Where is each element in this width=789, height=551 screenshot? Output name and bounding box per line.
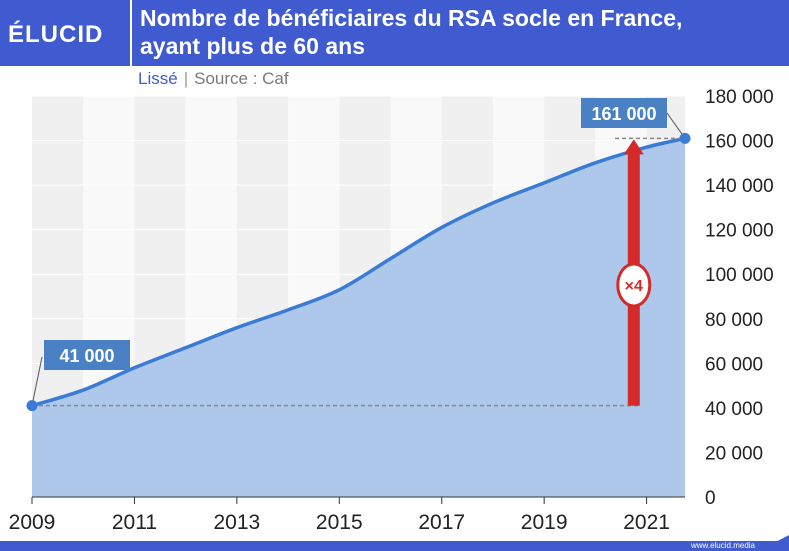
multiplier-label: ×4 — [625, 278, 643, 295]
header-bar: ÉLUCID Nombre de bénéficiaires du RSA so… — [0, 0, 789, 66]
y-tick-label: 60 000 — [705, 354, 763, 375]
y-tick-label: 80 000 — [705, 310, 763, 331]
x-tick-label: 2013 — [214, 511, 261, 534]
end-value-label-box — [581, 98, 667, 128]
chart-title-line-2: ayant plus de 60 ans — [140, 33, 365, 59]
y-tick-label: 40 000 — [705, 399, 763, 420]
area-fill — [32, 138, 685, 498]
start-value-label: 41 000 — [59, 346, 114, 366]
y-tick-label: 160 000 — [705, 132, 774, 153]
elucid-logo: ÉLUCID — [8, 21, 104, 48]
end-value-label: 161 000 — [591, 104, 656, 124]
source-label: Source : Caf — [194, 69, 289, 88]
y-axis: 0 20 000 40 000 60 000 80 000 100 000 120 000 1… — [705, 87, 774, 509]
start-point-marker — [26, 400, 38, 412]
x-tick-label: 2015 — [316, 511, 363, 534]
footer-band — [0, 541, 789, 551]
x-tick-label: 2011 — [112, 511, 157, 534]
annotations: 41 000 161 000 ×4 — [26, 98, 691, 412]
x-axis: 2009 2011 2013 2015 2017 2019 2021 — [9, 497, 670, 534]
start-value-label-box — [44, 340, 130, 370]
y-tick-label: 140 000 — [705, 176, 774, 197]
series-line — [30, 136, 687, 408]
x-tick-label: 2019 — [521, 511, 568, 534]
x-tick-label: 2017 — [418, 511, 465, 534]
growth-arrow-head — [623, 139, 644, 155]
y-tick-label: 0 — [705, 488, 716, 509]
chart-subtitle: Lissé | Source : Caf — [138, 69, 289, 89]
y-tick-label: 180 000 — [705, 87, 774, 108]
chart-title-line-1: Nombre de bénéficiaires du RSA socle en … — [140, 5, 683, 31]
header-divider — [130, 0, 132, 66]
subtitle-separator: | — [183, 69, 189, 88]
chart-title: Nombre de bénéficiaires du RSA socle en … — [140, 4, 780, 60]
x-tick-label: 2009 — [9, 511, 56, 534]
y-tick-label: 100 000 — [705, 265, 774, 286]
multiplier-circle — [616, 262, 652, 308]
website-url: www.elucid.media — [690, 541, 755, 550]
y-tick-label: 120 000 — [705, 221, 774, 242]
y-tick-label: 20 000 — [705, 443, 763, 464]
smoothing-label: Lissé — [138, 69, 178, 88]
x-tick-label: 2021 — [623, 511, 670, 534]
end-point-marker — [679, 132, 691, 144]
start-label-leader — [31, 356, 43, 406]
